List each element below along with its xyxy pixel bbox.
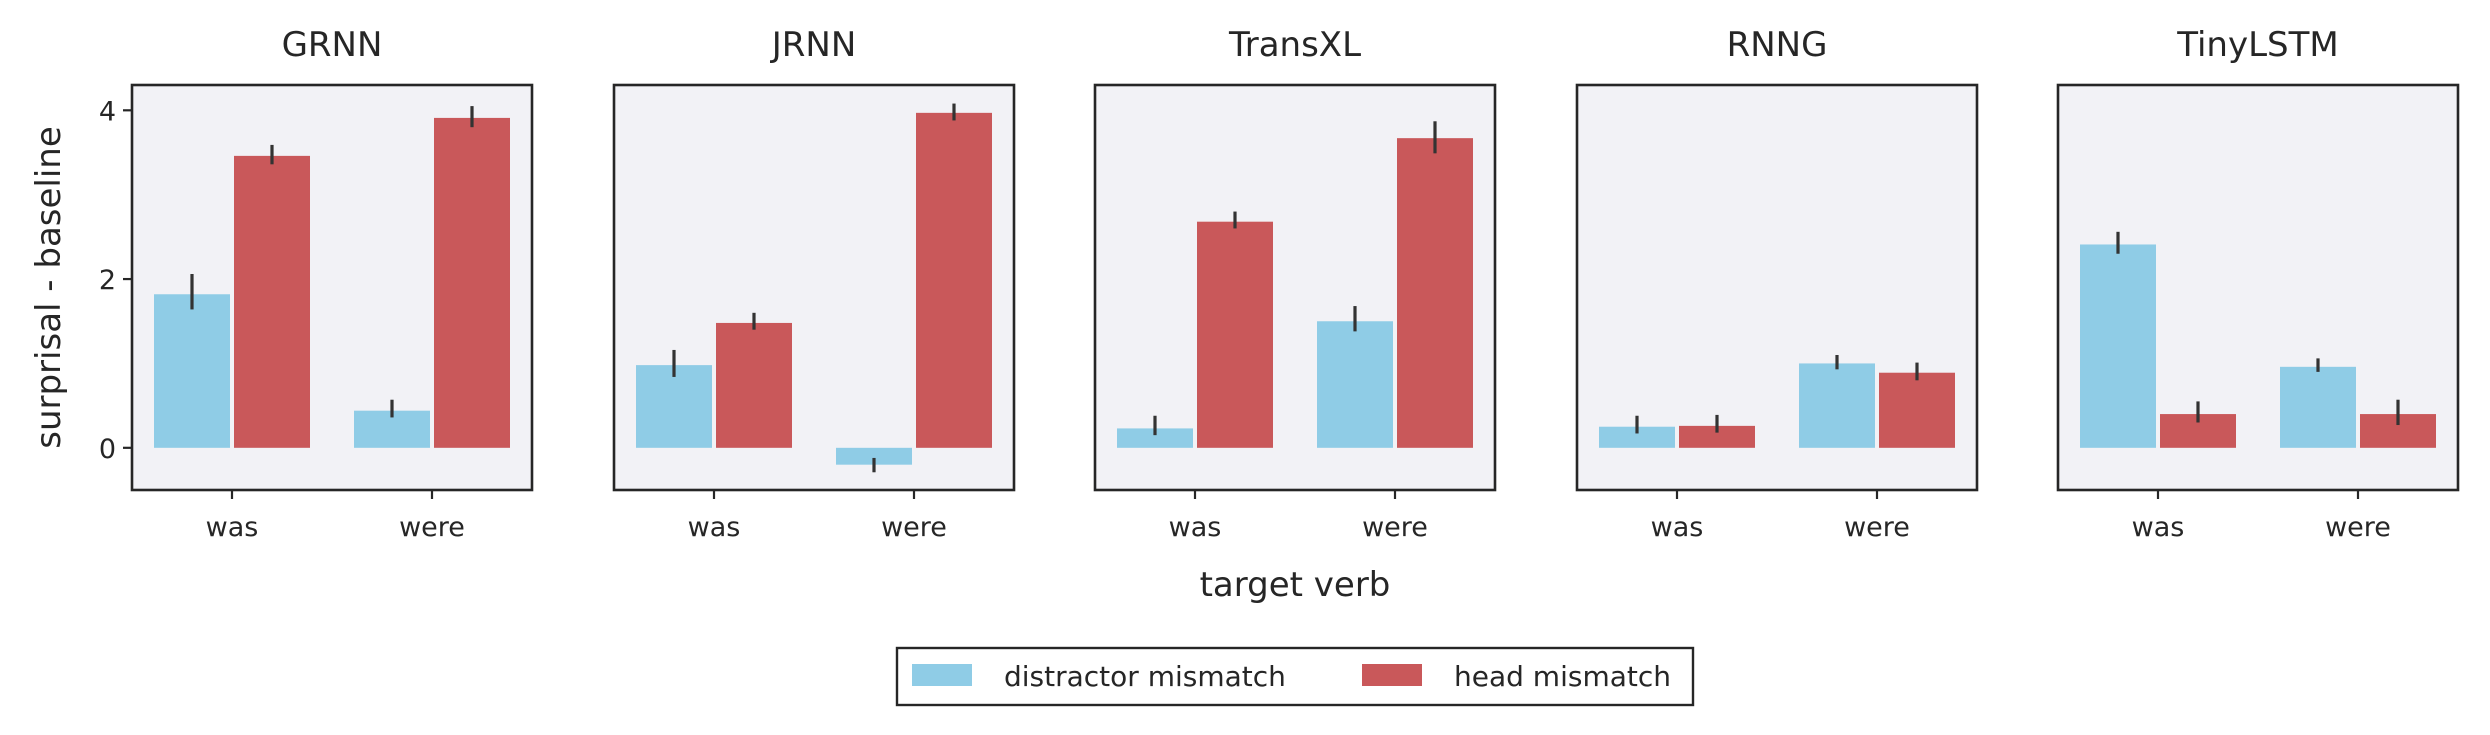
x-tick-label: was — [1169, 512, 1222, 543]
bar-distractor-mismatch-were — [1317, 321, 1393, 448]
bar-distractor-mismatch-was — [636, 365, 712, 448]
bar-head-mismatch-were — [434, 117, 510, 448]
bar-head-mismatch-was — [716, 322, 792, 448]
x-tick-label: were — [399, 512, 465, 543]
bar-distractor-mismatch-were — [836, 447, 912, 465]
bar-head-mismatch-was — [234, 155, 310, 448]
bar-head-mismatch-was — [1679, 425, 1755, 448]
x-tick-label: was — [206, 512, 259, 543]
x-tick-label: were — [881, 512, 947, 543]
bar-distractor-mismatch-was — [154, 294, 230, 448]
panel-title: JRNN — [770, 25, 857, 65]
panel-jrnn: JRNN was were — [612, 25, 1016, 543]
bar-distractor-mismatch-was — [1117, 428, 1193, 448]
legend-frame — [895, 646, 1695, 707]
y-tick-label: 0 — [99, 434, 116, 465]
x-tick-label: was — [1651, 512, 1704, 543]
bar-distractor-mismatch-was — [1599, 426, 1675, 448]
panel-grnn: GRNN was were 0 2 4 — [99, 25, 534, 543]
bar-distractor-mismatch-were — [2280, 366, 2356, 448]
panel-transxl: TransXL was were — [1093, 25, 1497, 543]
panel-rnng: RNNG was were — [1575, 25, 1979, 543]
legend-label: distractor mismatch — [1004, 660, 1286, 693]
panel-title: TransXL — [1228, 25, 1361, 65]
bar-head-mismatch-were — [916, 112, 992, 448]
y-tick-label: 2 — [99, 265, 116, 296]
panel-title: TinyLSTM — [2176, 25, 2338, 65]
y-tick-label: 4 — [99, 96, 116, 127]
bar-head-mismatch-were — [1879, 372, 1955, 448]
bar-head-mismatch-was — [1197, 221, 1273, 448]
legend-label: head mismatch — [1454, 660, 1671, 693]
bar-head-mismatch-were — [1397, 138, 1473, 448]
x-tick-label: were — [1362, 512, 1428, 543]
panel-title: GRNN — [282, 25, 383, 65]
bar-distractor-mismatch-were — [1799, 363, 1875, 448]
panel-tinylstm: TinyLSTM was were — [2056, 25, 2460, 543]
bar-distractor-mismatch-was — [2080, 244, 2156, 448]
legend-swatch — [912, 664, 972, 686]
x-tick-label: were — [1844, 512, 1910, 543]
x-tick-label: were — [2325, 512, 2391, 543]
x-tick-label: was — [688, 512, 741, 543]
x-axis-label: target verb — [1200, 565, 1391, 605]
y-axis-label: surprisal - baseline — [29, 126, 69, 449]
x-tick-label: was — [2132, 512, 2185, 543]
legend: distractor mismatch head mismatch — [895, 646, 1695, 707]
panel-title: RNNG — [1727, 25, 1828, 65]
legend-swatch — [1362, 664, 1422, 686]
